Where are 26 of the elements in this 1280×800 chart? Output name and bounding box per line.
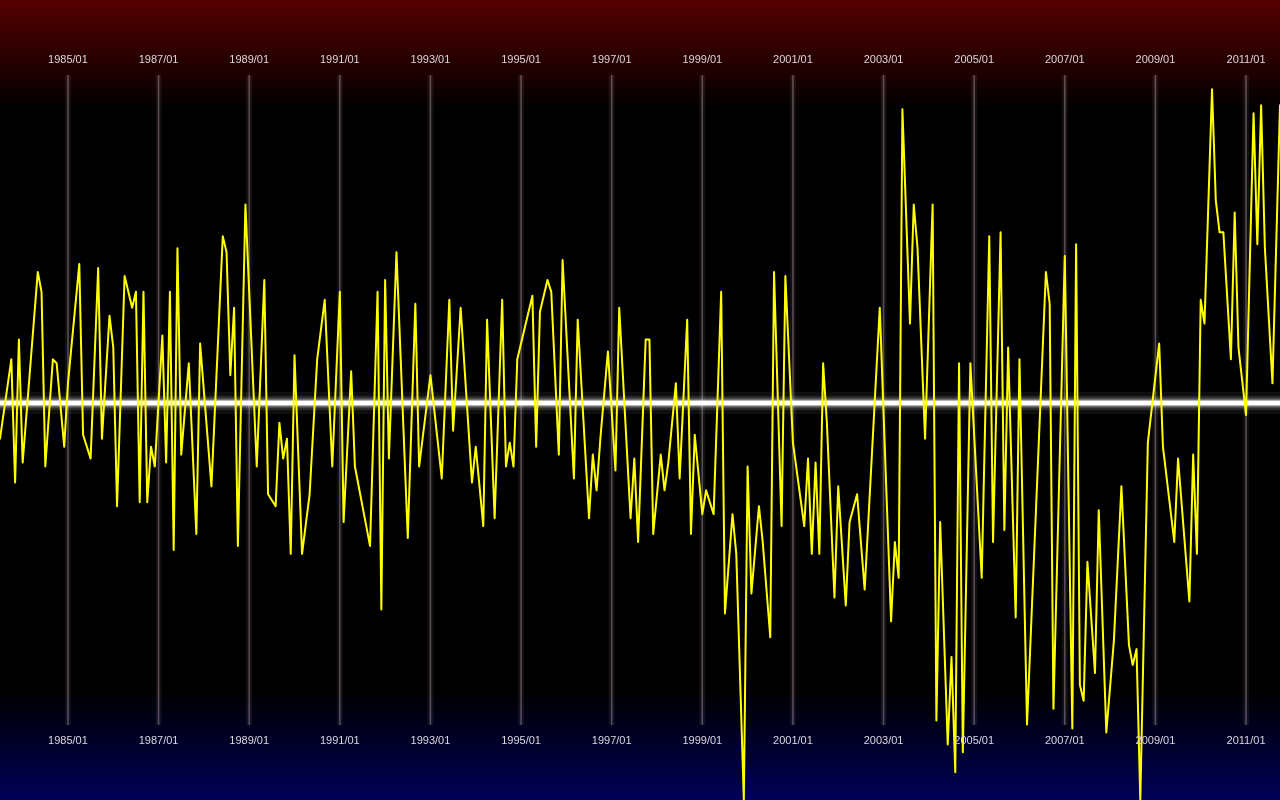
x-tick-label: 2007/01 (1044, 734, 1085, 747)
x-tick-label: 1995/01 (501, 734, 541, 747)
x2-tick-label: 1987/01 (138, 53, 179, 66)
x-tick-label: 1985/01 (48, 734, 88, 747)
x2-tick-label: 1989/01 (229, 53, 270, 66)
x2-tick-label: 1985/01 (48, 53, 88, 66)
x2-tick-label: 2001/01 (773, 53, 813, 66)
x2-tick-label: 2009/01 (1135, 53, 1176, 66)
x-tick-label: 2011/01 (1226, 734, 1266, 747)
x2-tick-label: 2011/01 (1226, 53, 1266, 66)
x2-tick-label: 1999/01 (682, 53, 723, 66)
x2-tick-label: 2005/01 (954, 53, 995, 66)
x-tick-label: 1997/01 (591, 734, 632, 747)
x2-tick-label: 2003/01 (863, 53, 904, 66)
x-tick-label: 2001/01 (773, 734, 813, 747)
x-tick-label: 1989/01 (229, 734, 270, 747)
x2-tick-label: 1993/01 (410, 53, 451, 66)
x-tick-label: 1991/01 (319, 734, 360, 747)
x2-tick-label: 1997/01 (591, 53, 632, 66)
x-tick-label: 2003/01 (863, 734, 904, 747)
x-tick-label: 1993/01 (410, 734, 451, 747)
x-tick-label: 1987/01 (138, 734, 179, 747)
x-tick-label: 1999/01 (682, 734, 723, 747)
x2-tick-label: 2007/01 (1044, 53, 1085, 66)
x2-tick-label: 1995/01 (501, 53, 541, 66)
x2-tick-label: 1991/01 (319, 53, 360, 66)
